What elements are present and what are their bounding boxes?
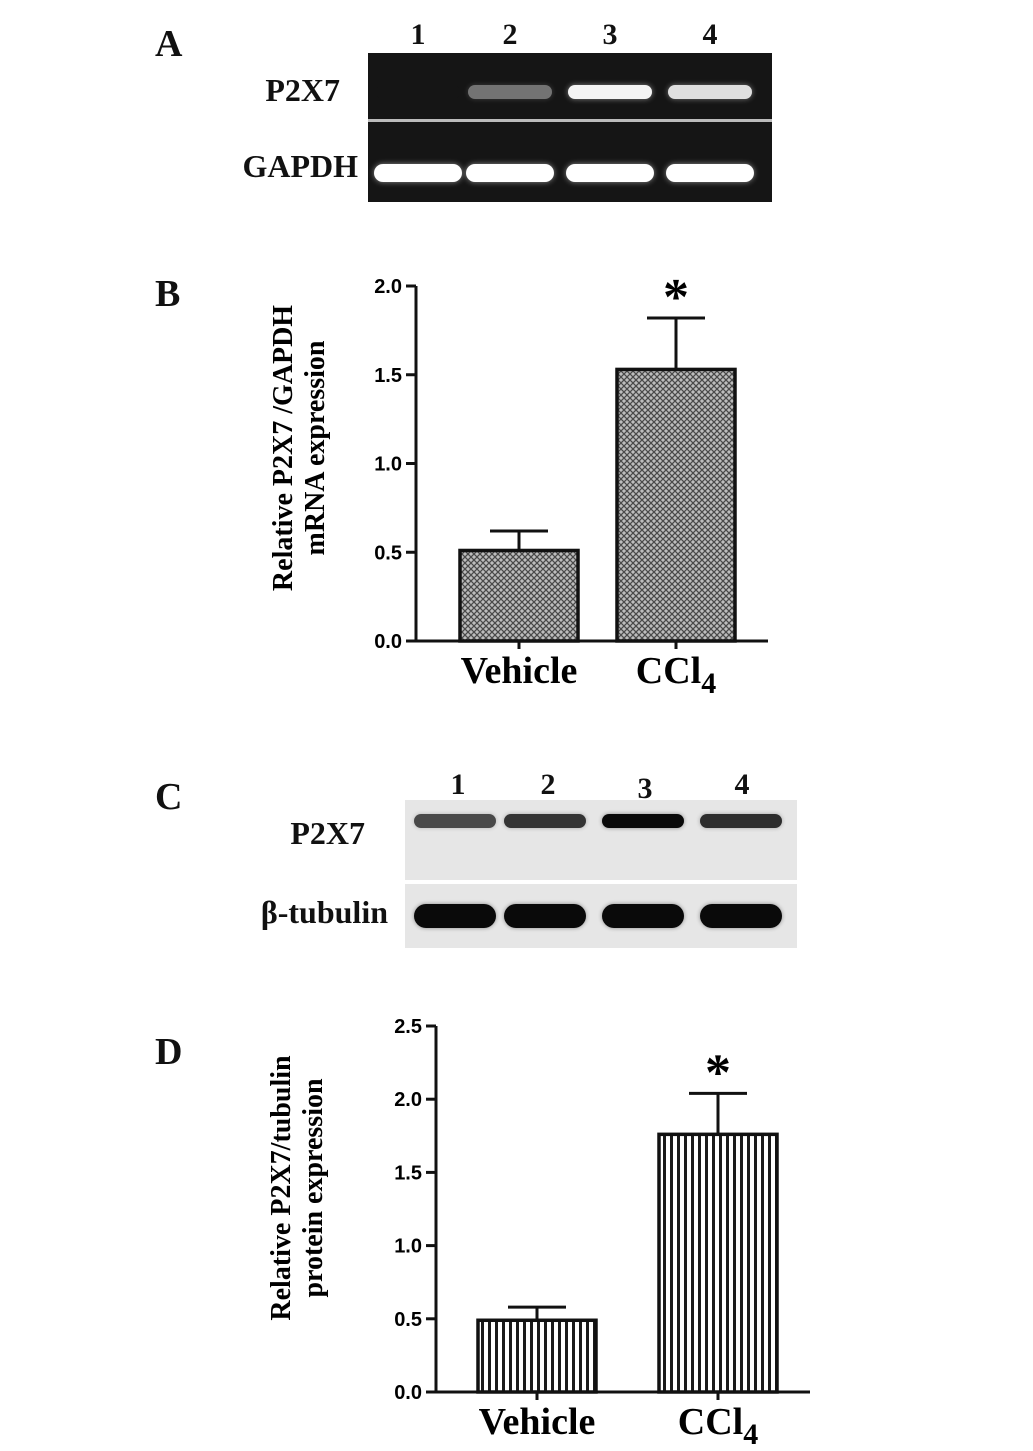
blot-lane-2-label: 2: [540, 768, 556, 801]
blot-row-tubulin-label: β-tubulin: [260, 894, 388, 930]
chart-d-ytick-label: 0.0: [394, 1382, 422, 1404]
blot-p2x7-band-3: [602, 814, 684, 828]
gel-gapdh-band-2: [466, 164, 554, 182]
blot-tubulin-band-1: [414, 904, 496, 928]
chart-d-bar-vehicle: [476, 1318, 598, 1394]
gel-lane-4-label: 4: [702, 18, 718, 51]
chart-b-bar-ccl4: [615, 367, 737, 643]
gel-gapdh-band-3: [566, 164, 654, 182]
chart-b: 0.0 0.5 1.0 1.5 2.0 Vehicle * CCl4 Relative P2X7…: [268, 269, 768, 700]
gel-p2x7-strip: [368, 53, 772, 119]
gel-gapdh-band-4: [666, 164, 754, 182]
gel-lane-1-label: 1: [410, 18, 426, 51]
panel-a-letter: A: [155, 23, 183, 65]
gel-p2x7-band-2: [468, 85, 552, 99]
chart-d-ylabel: Relative P2X7/tubulinprotein expression: [266, 1055, 329, 1321]
blot-p2x7-band-1: [414, 814, 496, 828]
gel-gapdh-strip: [368, 122, 772, 202]
blot-p2x7-band-4: [700, 814, 782, 828]
chart-d-significance-star: *: [705, 1044, 731, 1101]
chart-d: 0.0 0.5 1.0 1.5 2.0 2.5 Vehicle * CCl4 Relative P…: [266, 1016, 810, 1450]
chart-b-significance-star: *: [663, 269, 689, 326]
chart-b-ytick-label: 0.5: [374, 542, 402, 564]
gel-p2x7-band-1: [376, 85, 460, 99]
chart-b-ytick-label: 1.5: [374, 365, 402, 387]
gel-row-gapdh-label: GAPDH: [242, 148, 358, 184]
blot-lane-4-label: 4: [734, 768, 750, 801]
blot-lane-1-label: 1: [450, 768, 466, 801]
panel-c-letter: C: [155, 776, 183, 818]
gel-gapdh-band-1: [374, 164, 462, 182]
blot-p2x7-band-2: [504, 814, 586, 828]
chart-b-category-label-2: CCl4: [636, 650, 716, 700]
chart-d-category-label-1: Vehicle: [479, 1401, 596, 1443]
chart-b-bar-vehicle: [458, 548, 580, 643]
gel-lane-3-label: 3: [602, 18, 618, 51]
chart-d-ytick-label: 2.5: [394, 1016, 422, 1038]
chart-b-ytick-label: 1.0: [374, 454, 402, 476]
blot-tubulin-band-4: [700, 904, 782, 928]
blot-tubulin-strip: [405, 884, 797, 948]
chart-d-ytick-label: 1.0: [394, 1236, 422, 1258]
chart-d-ytick-label: 2.0: [394, 1089, 422, 1111]
blot-row-p2x7-label: P2X7: [290, 815, 365, 851]
gel-row-p2x7-label: P2X7: [265, 72, 340, 108]
gel-p2x7-band-3: [568, 85, 652, 99]
gel-divider: [368, 119, 772, 122]
panel-b-letter: B: [155, 273, 181, 315]
chart-d-ytick-label: 1.5: [394, 1162, 422, 1184]
chart-b-ytick-label: 0.0: [374, 631, 402, 653]
blot-p2x7-strip: [405, 800, 797, 880]
blot-lane-3-label: 3: [637, 772, 653, 805]
chart-b-ylabel: Relative P2X7 /GAPDHmRNA expression: [268, 305, 331, 591]
chart-b-category-label-1: Vehicle: [461, 650, 578, 692]
chart-d-category-label-2: CCl4: [678, 1401, 758, 1450]
panel-d-letter: D: [155, 1031, 183, 1073]
chart-d-ytick-label: 0.5: [394, 1309, 422, 1331]
blot-tubulin-band-2: [504, 904, 586, 928]
blot-tubulin-band-3: [602, 904, 684, 928]
gel-lane-2-label: 2: [502, 18, 518, 51]
gel-p2x7-band-4: [668, 85, 752, 99]
chart-d-bar-ccl4: [657, 1132, 779, 1394]
chart-b-ytick-label: 2.0: [374, 276, 402, 298]
